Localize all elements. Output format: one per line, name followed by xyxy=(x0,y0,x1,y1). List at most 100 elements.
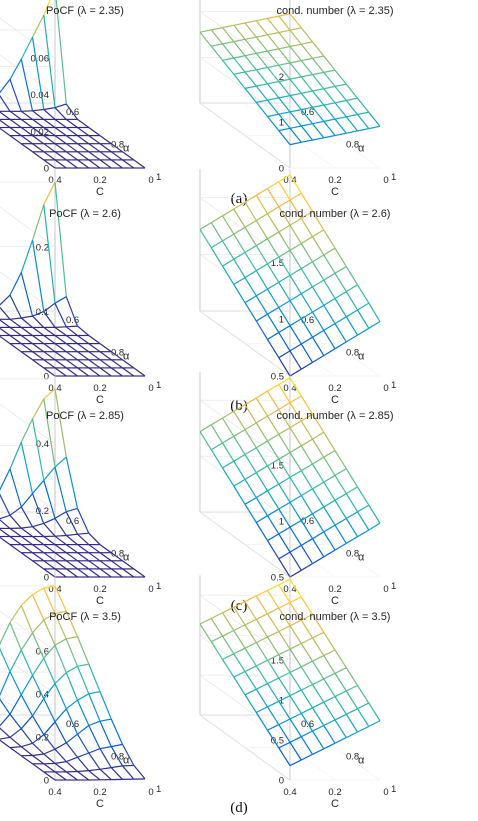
surface-mesh-line xyxy=(244,245,257,253)
surface-mesh-line xyxy=(267,533,280,542)
surface-mesh-line xyxy=(289,395,302,404)
z-gridline xyxy=(0,470,56,511)
surface-mesh-line xyxy=(76,699,90,726)
z-gridline xyxy=(0,18,56,59)
surface-mesh-line xyxy=(99,748,112,768)
surface-mesh-line xyxy=(9,135,22,145)
x-tick-label: 0.2 xyxy=(93,383,106,394)
surface-mesh-line xyxy=(267,724,280,731)
surface-mesh-line xyxy=(0,739,11,749)
surface-mesh-line xyxy=(289,350,302,370)
surface-mesh-line xyxy=(244,201,257,221)
surface-mesh-line xyxy=(20,335,33,345)
surface-mesh-line xyxy=(300,125,313,141)
surface-mesh-line xyxy=(289,578,302,598)
surface-mesh-line xyxy=(65,552,78,562)
chart-title: cond. number (λ = 2.35) xyxy=(276,5,393,17)
surface-mesh-line xyxy=(76,636,90,665)
surface-mesh-line xyxy=(345,536,358,544)
surface-mesh-line xyxy=(110,367,123,377)
surface-mesh-line xyxy=(54,610,67,615)
surface-mesh-line xyxy=(43,159,56,169)
x-tick-label: 0 xyxy=(383,787,388,798)
surface-mesh-line xyxy=(267,113,279,118)
surface-mesh-line xyxy=(77,151,90,161)
surface-mesh-line xyxy=(65,127,78,137)
surface-mesh-line xyxy=(77,135,90,145)
surface-mesh-line xyxy=(65,638,79,667)
surface-mesh-line xyxy=(0,335,11,345)
surface-mesh-line xyxy=(210,417,223,426)
surface-mesh-line xyxy=(255,642,269,661)
surface-mesh-line xyxy=(323,323,336,331)
surface-mesh-line xyxy=(133,159,146,169)
surface-mesh-line xyxy=(20,59,34,111)
surface-mesh-line xyxy=(323,304,336,324)
surface-mesh-line xyxy=(357,327,370,336)
surface-mesh-line xyxy=(266,390,280,410)
z-tick-label: 1 xyxy=(279,696,284,707)
surface-mesh-line xyxy=(346,731,358,739)
surface-mesh-line xyxy=(9,671,22,696)
surface-mesh-line xyxy=(323,72,336,87)
surface-mesh-line xyxy=(32,127,45,137)
surface-mesh-line xyxy=(31,632,45,659)
surface-mesh-line xyxy=(43,763,56,773)
surface-mesh-line xyxy=(255,320,269,340)
surface-mesh-line xyxy=(311,463,325,483)
surface-mesh-line xyxy=(278,300,291,308)
surface-mesh-line xyxy=(88,552,101,562)
surface-mesh-line xyxy=(43,181,56,205)
surface-mesh-line xyxy=(255,220,269,240)
surface-mesh-line xyxy=(278,199,291,208)
surface-mesh-line xyxy=(43,143,56,153)
surface-mesh-line xyxy=(289,127,302,143)
surface-mesh-line xyxy=(289,95,302,110)
surface-mesh-line xyxy=(289,293,302,302)
surface-mesh-line xyxy=(266,188,280,208)
surface-mesh-line xyxy=(0,94,11,112)
surface-mesh-line xyxy=(300,488,313,497)
surface-mesh-line xyxy=(334,475,347,494)
surface-mesh-line xyxy=(199,424,212,433)
z-gridline xyxy=(0,696,56,738)
z-gridline xyxy=(199,254,291,320)
surface-mesh-line xyxy=(267,433,280,442)
surface-mesh-line xyxy=(9,713,22,730)
surface-mesh-line xyxy=(278,654,291,673)
surface-mesh-line xyxy=(323,481,336,501)
surface-mesh-line xyxy=(334,316,347,325)
surface-mesh-line xyxy=(289,62,302,78)
surface-mesh-line xyxy=(77,118,90,128)
y-tick-label: 0.8 xyxy=(111,549,124,560)
surface-mesh-line xyxy=(222,233,235,242)
surface-mesh-line xyxy=(266,490,280,510)
surface-mesh-line xyxy=(31,493,45,524)
surface-mesh-line xyxy=(345,511,358,520)
surface-mesh-line xyxy=(199,617,212,625)
surface-mesh-line xyxy=(9,514,22,529)
surface-mesh-line xyxy=(255,390,268,399)
surface-mesh-line xyxy=(9,747,22,757)
surface-mesh-line xyxy=(289,551,302,571)
x-tick-label: 0 xyxy=(148,175,153,186)
surface-mesh-line xyxy=(323,272,336,281)
surface-mesh-line xyxy=(244,194,257,203)
surface-mesh-line xyxy=(54,761,67,764)
z-tick-label: 1 xyxy=(279,315,284,326)
surface-mesh-line xyxy=(312,104,324,108)
surface-mesh-line xyxy=(312,229,325,238)
surface-mesh-line xyxy=(334,69,347,85)
surface-mesh-line xyxy=(289,602,302,621)
surface-mesh-line xyxy=(300,192,314,212)
surface-mesh-line xyxy=(267,677,280,685)
surface-mesh-line xyxy=(43,771,56,781)
surface-mesh-line xyxy=(210,618,224,637)
surface-mesh-line xyxy=(43,335,56,345)
surface-mesh-line xyxy=(0,79,11,94)
surface-mesh-line xyxy=(255,515,268,524)
surface-mesh-line xyxy=(99,151,112,161)
surface-mesh-line xyxy=(278,32,291,47)
